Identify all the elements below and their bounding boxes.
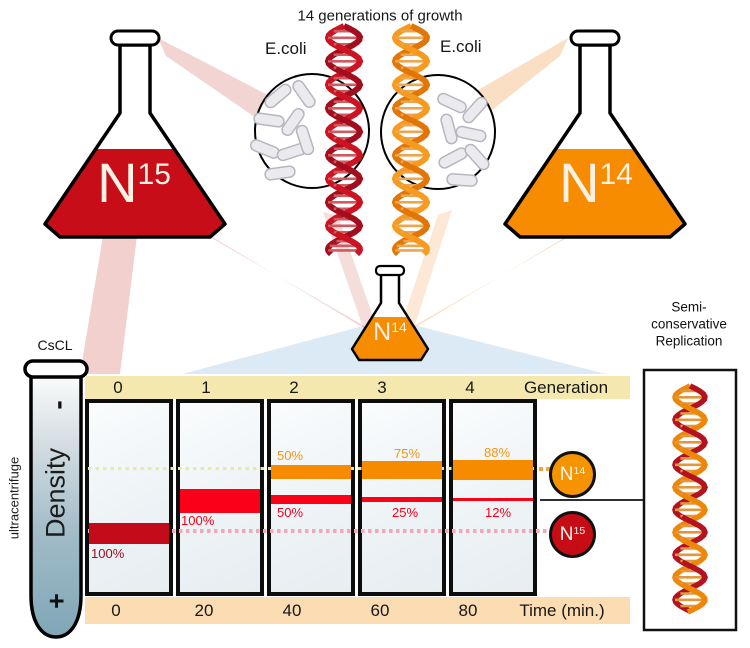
time-band — [85, 597, 630, 624]
flask-n15-liquid — [45, 149, 225, 237]
time-3: 60 — [370, 601, 390, 620]
flask-small-n14 — [350, 264, 430, 362]
semi-caption-line3: Replication — [655, 333, 723, 349]
band-gen4-hybrid — [453, 498, 533, 501]
pct-gen3-n15: 25% — [392, 505, 419, 520]
bacteria-rods-left — [249, 79, 316, 181]
flask-small-liquid — [352, 317, 428, 360]
pct-gen2-n15: 50% — [277, 505, 304, 520]
band-gen0-n15 — [89, 523, 169, 544]
generation-4: 4 — [465, 378, 475, 397]
generation-axis-label: Generation — [523, 378, 609, 397]
time-1: 20 — [194, 601, 214, 620]
band-gen1-hybrid — [180, 489, 260, 513]
band-gen4-n14 — [453, 460, 533, 480]
generation-3: 3 — [377, 378, 387, 397]
ecoli-label-left: E.coli — [265, 39, 307, 58]
pct-gen3-n14: 75% — [394, 446, 421, 461]
dna-helix-n15 — [324, 23, 364, 257]
time-2: 40 — [282, 601, 302, 620]
flask-n14-label: N14 — [559, 151, 633, 214]
dna-helix-semiconservative — [672, 383, 708, 615]
bacteria-rods-right — [437, 92, 490, 187]
time-axis-label: Time (min.) — [519, 601, 605, 620]
panel-generation-4 — [449, 399, 537, 596]
generation-0: 0 — [113, 378, 123, 397]
tube-plus-label: + — [41, 593, 72, 609]
pct-gen4-n14: 88% — [484, 445, 511, 460]
tube-minus-label: - — [42, 400, 73, 410]
band-gen2-n14 — [271, 465, 351, 479]
tube-rim — [23, 359, 89, 379]
flask-n14-liquid — [505, 149, 685, 237]
generation-band — [85, 376, 630, 399]
n15-badge: N15 — [549, 511, 596, 558]
ultracentrifuge-label: ultracentrifuge — [6, 456, 22, 540]
band-gen2-hybrid — [271, 495, 351, 504]
flask-small-label: N14 — [373, 318, 407, 346]
generation-2: 2 — [289, 378, 299, 397]
diagram-title: 14 generations of growth — [297, 7, 463, 25]
n14-connector-dashes — [539, 467, 551, 471]
semi-caption-line1: Semi- — [671, 299, 707, 315]
cscl-label: CsCL — [37, 337, 73, 353]
band-gen3-hybrid — [362, 497, 442, 502]
panel-generation-0 — [85, 399, 173, 596]
flask-n15-label: N15 — [97, 151, 171, 214]
pct-gen2-n14: 50% — [277, 448, 304, 463]
band-gen3-n14 — [362, 461, 442, 479]
flask-n15 — [43, 29, 227, 239]
pct-gen0-n15: 100% — [91, 546, 125, 561]
pct-gen1-n15: 100% — [181, 513, 215, 528]
ecoli-label-right: E.coli — [440, 37, 482, 56]
generation-1: 1 — [201, 378, 211, 397]
density-label: Density — [40, 447, 71, 539]
time-4: 80 — [458, 601, 478, 620]
pct-gen4-n15: 12% — [485, 505, 512, 520]
flask-n14 — [503, 29, 687, 239]
semi-caption-line2: conservative — [651, 316, 727, 332]
time-0: 0 — [111, 601, 121, 620]
centrifuge-tube — [23, 359, 89, 639]
n14-badge: N14 — [549, 451, 596, 498]
n15-density-dotted-line — [88, 529, 550, 533]
dna-helix-n14 — [391, 23, 431, 257]
